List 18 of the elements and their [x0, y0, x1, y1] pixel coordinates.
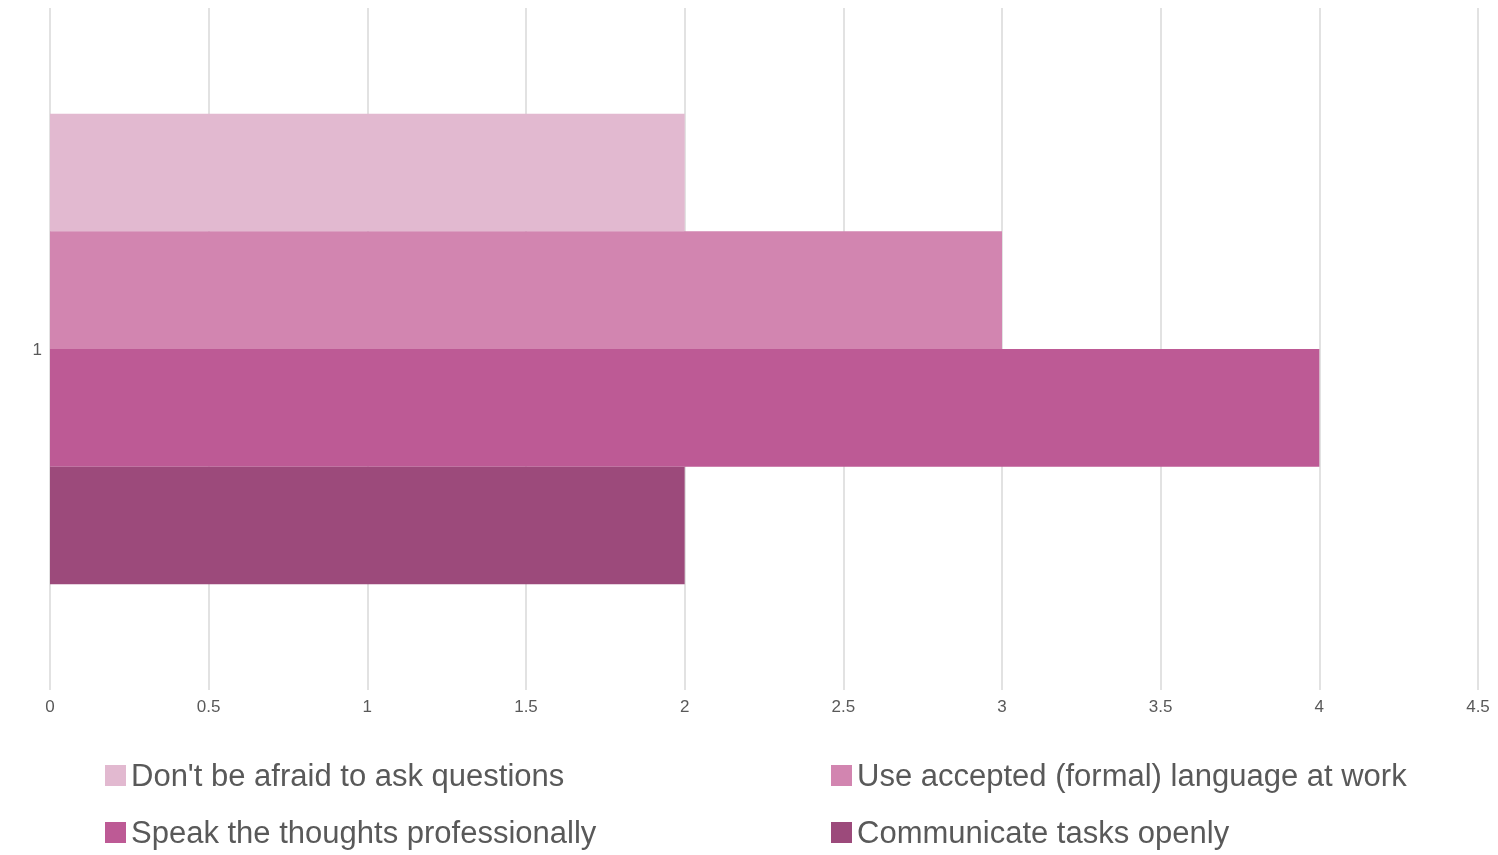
- bar: [50, 349, 1320, 467]
- x-tick-label: 4.5: [1466, 697, 1490, 716]
- x-tick-label: 4: [1314, 697, 1325, 716]
- bar: [50, 231, 1002, 349]
- x-tick-label: 1.5: [514, 697, 538, 716]
- legend-label: Communicate tasks openly: [857, 815, 1230, 850]
- legend-label: Use accepted (formal) language at work: [857, 758, 1408, 793]
- bar: [50, 466, 685, 585]
- x-tick-label: 0: [45, 697, 55, 716]
- legend-label: Speak the thoughts professionally: [131, 815, 597, 850]
- x-tick-label: 1: [362, 697, 373, 716]
- x-tick-label: 3: [997, 697, 1007, 716]
- x-tick-label: 2.5: [831, 697, 856, 716]
- bar: [50, 113, 685, 232]
- legend-label: Don't be afraid to ask questions: [131, 758, 565, 793]
- x-tick-label: 3.5: [1148, 697, 1173, 716]
- x-tick-label: 0.5: [196, 697, 221, 716]
- x-tick-label: 2: [679, 697, 690, 716]
